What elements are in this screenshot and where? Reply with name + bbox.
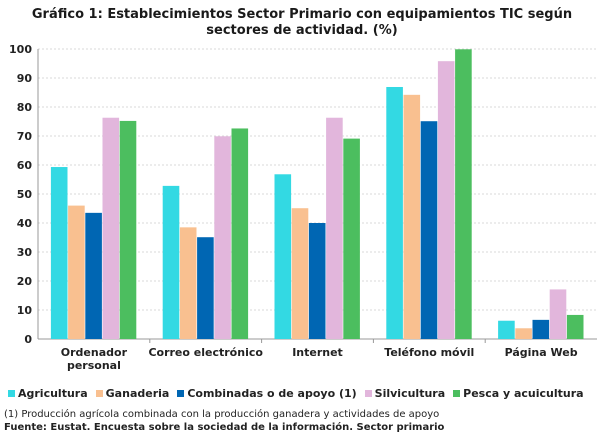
bar-combinadas-o-de-apoyo--1 xyxy=(197,237,214,339)
legend-label: Silvicultura xyxy=(374,387,446,400)
bar-ganaderia-2 xyxy=(291,208,309,339)
legend-item: Pesca y acuicultura xyxy=(453,387,584,400)
legend-swatch xyxy=(177,390,185,397)
bar-ganaderia-4 xyxy=(515,328,532,339)
legend-swatch xyxy=(8,390,15,397)
y-tick-label: 20 xyxy=(17,275,33,288)
bar-ganaderia-1 xyxy=(179,227,197,339)
legend-item: Silvicultura xyxy=(364,387,446,400)
y-tick-label: 90 xyxy=(17,72,33,85)
legend-swatch xyxy=(453,390,461,397)
bar-silvicultura-4 xyxy=(549,289,567,339)
y-tick-label: 80 xyxy=(17,101,33,114)
bar-pesca-y-acuicultura-2 xyxy=(343,138,360,339)
footnote: (1) Producción agrícola combinada con la… xyxy=(4,409,440,420)
y-tick-label: 70 xyxy=(17,130,33,143)
x-category-label: Teléfono móvil xyxy=(384,346,474,359)
x-category-label: personal xyxy=(67,359,121,372)
x-category-label: Internet xyxy=(292,346,343,359)
legend-label: Pesca y acuicultura xyxy=(463,387,584,400)
bar-silvicultura-1 xyxy=(214,136,231,339)
bar-agricultura-3 xyxy=(386,86,403,340)
legend-item: Agricultura xyxy=(8,387,88,400)
y-tick-label: 0 xyxy=(24,333,32,346)
legend-label: Ganaderia xyxy=(105,387,170,400)
bar-combinadas-o-de-apoyo--3 xyxy=(420,121,438,340)
x-category-label: Ordenador xyxy=(61,346,128,359)
bar-combinadas-o-de-apoyo--4 xyxy=(532,319,550,339)
y-tick-label: 40 xyxy=(17,217,33,230)
legend-swatch xyxy=(95,390,103,397)
x-category-label: Página Web xyxy=(505,346,578,359)
bar-agricultura-0 xyxy=(50,167,68,339)
bar-ganaderia-3 xyxy=(403,94,421,339)
bar-agricultura-2 xyxy=(274,174,292,339)
bar-pesca-y-acuicultura-1 xyxy=(231,128,249,339)
title-line-2: sectores de actividad. (%) xyxy=(206,23,398,38)
y-tick-label: 50 xyxy=(17,188,33,201)
source-note: Fuente: Eustat. Encuesta sobre la socied… xyxy=(4,422,445,433)
x-category-label: Correo electrónico xyxy=(148,346,263,359)
y-tick-label: 30 xyxy=(17,246,33,259)
chart-title: Gráfico 1: Establecimientos Sector Prima… xyxy=(0,7,604,39)
bar-agricultura-1 xyxy=(162,185,180,339)
bar-combinadas-o-de-apoyo--0 xyxy=(85,212,102,339)
bar-silvicultura-0 xyxy=(102,117,120,339)
legend-item: Ganaderia xyxy=(95,387,170,400)
legend-label: Agricultura xyxy=(18,387,88,400)
legend-swatch xyxy=(364,390,372,397)
bar-pesca-y-acuicultura-3 xyxy=(455,49,472,339)
legend: Agricultura Ganaderia Combinadas o de apoy… xyxy=(8,387,584,400)
bar-agricultura-4 xyxy=(498,320,515,339)
bar-silvicultura-3 xyxy=(437,61,455,340)
bar-pesca-y-acuicultura-0 xyxy=(119,120,137,339)
bar-ganaderia-0 xyxy=(68,205,85,339)
title-line-1: Gráfico 1: Establecimientos Sector Prima… xyxy=(31,7,573,22)
legend-item: Combinadas o de apoyo (1) xyxy=(177,387,357,400)
bar-combinadas-o-de-apoyo--2 xyxy=(308,223,326,339)
y-tick-label: 60 xyxy=(17,159,33,172)
legend-label: Combinadas o de apoyo (1) xyxy=(187,387,357,400)
y-tick-label: 10 xyxy=(17,304,33,317)
bar-silvicultura-2 xyxy=(326,117,343,339)
y-tick-label: 100 xyxy=(9,43,32,56)
bar-pesca-y-acuicultura-4 xyxy=(566,314,584,339)
